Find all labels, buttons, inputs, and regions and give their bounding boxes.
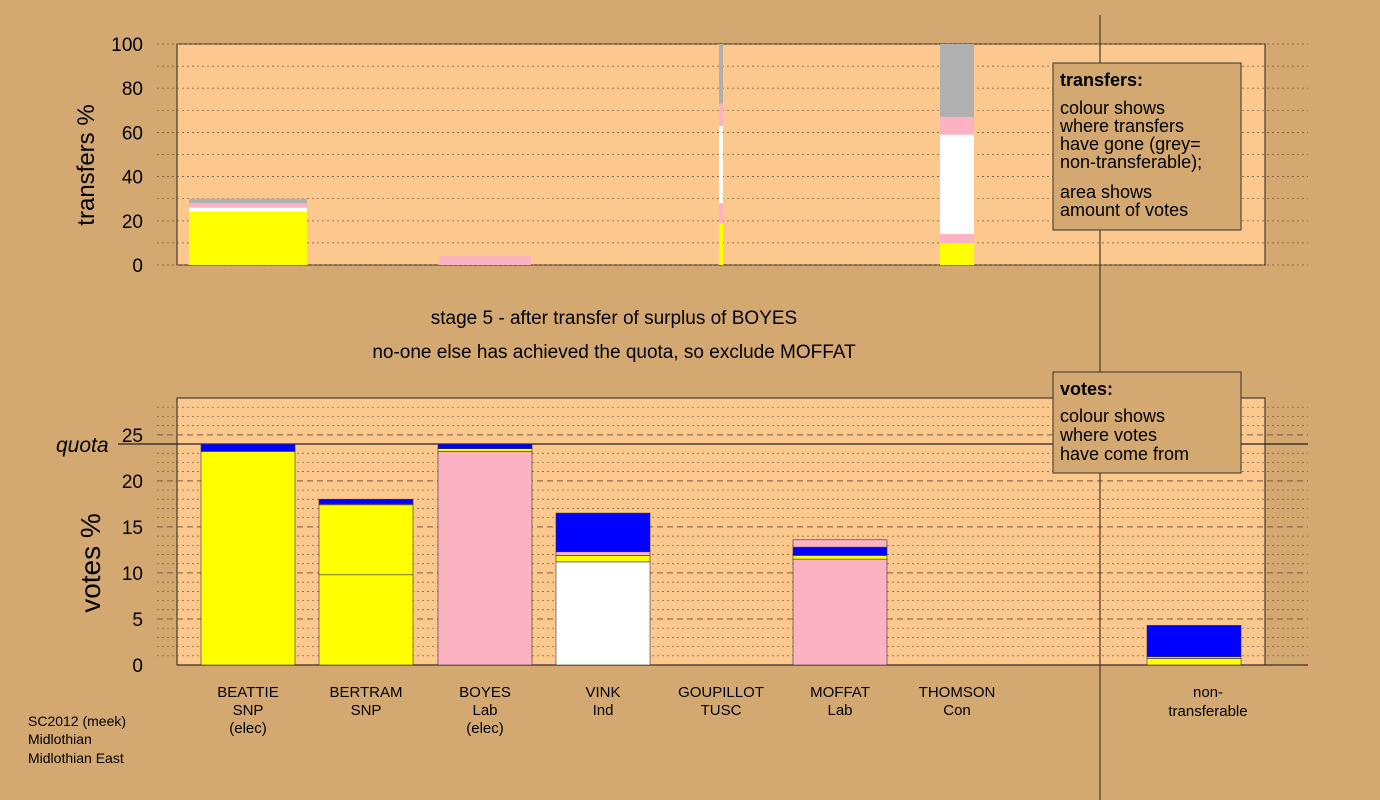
transfers-legend-title: transfers: [1060,70,1143,90]
transfers-bars [189,44,974,265]
transfers-legend-box [1052,62,1242,231]
y-tick-label: 10 [122,564,143,585]
y-tick-label: 0 [132,656,143,677]
y-tick-label: 15 [122,518,143,539]
candidate-label: THOMSON [919,684,996,701]
candidate-label: VINK [585,684,620,701]
votes-legend: votes: colour shows where votes have com… [1052,371,1242,474]
candidate-label: Lab [827,702,852,719]
vote-segment-moffat [792,546,888,556]
votes-legend-line: have come from [1060,444,1189,464]
vote-segment-vink [555,561,651,666]
candidate-label: Con [943,702,971,719]
transfer-segment-beattie [189,211,307,265]
votes-y-ticks: 0 5 10 15 20 25 [122,426,143,677]
candidate-label: Lab [472,702,497,719]
footer-election: SC2012 (meek) [28,713,126,729]
vote-segment-bertram [318,504,414,576]
y-tick-label: 20 [122,212,143,233]
vote-segment-boyes [437,451,533,666]
candidate-labels: BEATTIESNP(elec)BERTRAMSNPBOYESLab(elec)… [217,684,1247,737]
vote-segment-bertram [318,498,414,505]
vote-segment-moffat [792,558,888,666]
transfers-legend-line: have gone (grey= [1060,134,1201,154]
vote-segment-vink [555,551,651,556]
votes-legend-line: where votes [1059,425,1157,445]
votes-legend-line: colour shows [1060,406,1165,426]
y-tick-label: 100 [111,35,143,56]
transfer-segment-goupillot [719,125,723,204]
vote-segment-beattie [200,443,296,452]
candidate-label: BOYES [459,684,511,701]
transfers-legend-line: non-transferable); [1060,152,1202,172]
vote-segment-boyes [437,448,533,452]
vote-segment-moffat [792,539,888,548]
vote-segment-vink [555,512,651,553]
candidate-label: BEATTIE [217,684,278,701]
transfer-segment-goupillot [719,44,723,104]
transfer-segment-thomson [940,44,974,117]
transfer-segment-goupillot [719,103,723,126]
votes-y-axis-label: votes % [75,513,106,613]
transfer-segment-beattie [189,207,307,212]
nontransferable-label: non- [1193,684,1223,701]
transfer-segment-goupillot [719,203,723,224]
transfers-legend-line: colour shows [1060,98,1165,118]
votes-bars [200,443,1242,666]
candidate-label: (elec) [229,720,267,737]
transfers-legend-line: amount of votes [1060,200,1188,220]
candidate-label: MOFFAT [810,684,870,701]
nontransferable-label: transferable [1168,703,1247,720]
transfer-segment-goupillot [719,223,723,265]
vote-segment-nontransferable [1146,658,1242,666]
votes-legend-box [1052,371,1242,474]
vote-segment-nontransferable [1146,625,1242,658]
candidate-label: BERTRAM [329,684,402,701]
transfers-y-ticks: 0 20 40 60 80 100 [111,35,143,277]
quota-label: quota [56,434,109,457]
y-tick-label: 40 [122,168,143,189]
votes-legend-title: votes: [1060,379,1113,399]
transfer-segment-thomson [940,242,974,265]
vote-segment-moffat [792,555,888,560]
candidate-label: (elec) [466,720,504,737]
y-tick-label: 25 [122,426,143,447]
transfers-legend-line: where transfers [1059,116,1184,136]
transfer-segment-thomson [940,134,974,235]
stage-action: no-one else has achieved the quota, so e… [372,342,856,363]
transfer-segment-thomson [940,234,974,243]
footer-council: Midlothian [28,731,92,747]
y-tick-label: 20 [122,472,143,493]
transfers-legend: transfers: colour shows where transfers … [1052,62,1242,231]
transfer-segment-thomson [940,116,974,135]
candidate-label: GOUPILLOT [678,684,764,701]
y-tick-label: 80 [122,79,143,100]
vote-segment-bertram [318,574,414,666]
candidate-label: SNP [233,702,264,719]
vote-segment-vink [555,555,651,563]
transfers-y-axis-label: transfers % [73,104,100,225]
footer-ward: Midlothian East [28,750,124,766]
y-tick-label: 5 [132,610,143,631]
transfer-segment-beattie [189,203,307,208]
candidate-label: TUSC [701,702,742,719]
vote-segment-boyes [437,443,533,449]
candidate-label: Ind [593,702,614,719]
transfers-legend-line: area shows [1060,182,1152,202]
y-tick-label: 0 [132,256,143,277]
y-tick-label: 60 [122,123,143,144]
candidate-label: SNP [351,702,382,719]
stage-title: stage 5 - after transfer of surplus of B… [431,308,797,329]
transfer-segment-beattie [189,198,307,204]
transfers-gridlines [157,43,1308,266]
transfer-segment-boyes [439,256,531,265]
vote-segment-beattie [200,451,296,666]
